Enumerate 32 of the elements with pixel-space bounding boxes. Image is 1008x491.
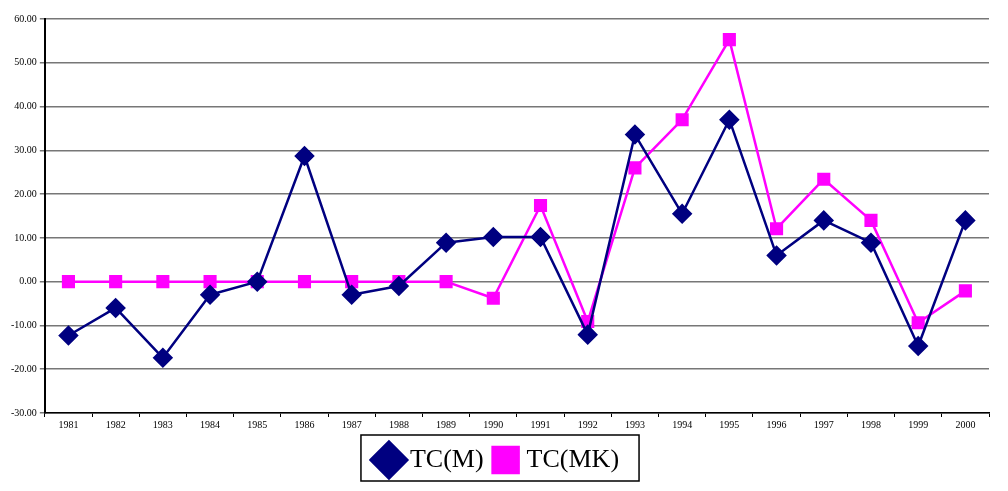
y-tick-label: 20.00 bbox=[14, 187, 37, 199]
x-tick-label: 1994 bbox=[672, 418, 693, 430]
x-tick-label: 2000 bbox=[955, 418, 976, 430]
x-tick-label: 1992 bbox=[577, 418, 598, 430]
legend-label: TC(M) bbox=[409, 443, 484, 473]
x-tick-label: 1984 bbox=[200, 418, 221, 430]
y-tick-label: 60.00 bbox=[14, 12, 37, 24]
x-tick-label: 1985 bbox=[247, 418, 268, 430]
y-tick-label: 50.00 bbox=[14, 56, 37, 68]
x-tick-label: 1983 bbox=[152, 418, 173, 430]
y-tick-label: -10.00 bbox=[10, 319, 37, 331]
legend-label: TC(MK) bbox=[526, 443, 620, 473]
x-tick-label: 1998 bbox=[860, 418, 881, 430]
x-tick-label: 1995 bbox=[719, 418, 740, 430]
y-tick-label: 40.00 bbox=[14, 100, 37, 112]
x-tick-label: 1982 bbox=[105, 418, 126, 430]
x-tick-label: 1989 bbox=[436, 418, 457, 430]
y-tick-label: 0.00 bbox=[19, 275, 37, 287]
y-tick-label: -30.00 bbox=[10, 406, 37, 418]
y-tick-label: 10.00 bbox=[14, 231, 37, 243]
x-tick-label: 1981 bbox=[58, 418, 79, 430]
x-tick-label: 1996 bbox=[766, 418, 787, 430]
x-tick-label: 1991 bbox=[530, 418, 551, 430]
x-tick-label: 1993 bbox=[624, 418, 645, 430]
x-tick-label: 1986 bbox=[294, 418, 315, 430]
x-tick-label: 1997 bbox=[813, 418, 834, 430]
x-tick-label: 1987 bbox=[341, 418, 362, 430]
y-tick-label: 30.00 bbox=[14, 143, 37, 155]
x-tick-label: 1990 bbox=[483, 418, 504, 430]
x-tick-label: 1988 bbox=[388, 418, 409, 430]
y-tick-label: -20.00 bbox=[10, 362, 37, 374]
x-tick-label: 1999 bbox=[908, 418, 929, 430]
